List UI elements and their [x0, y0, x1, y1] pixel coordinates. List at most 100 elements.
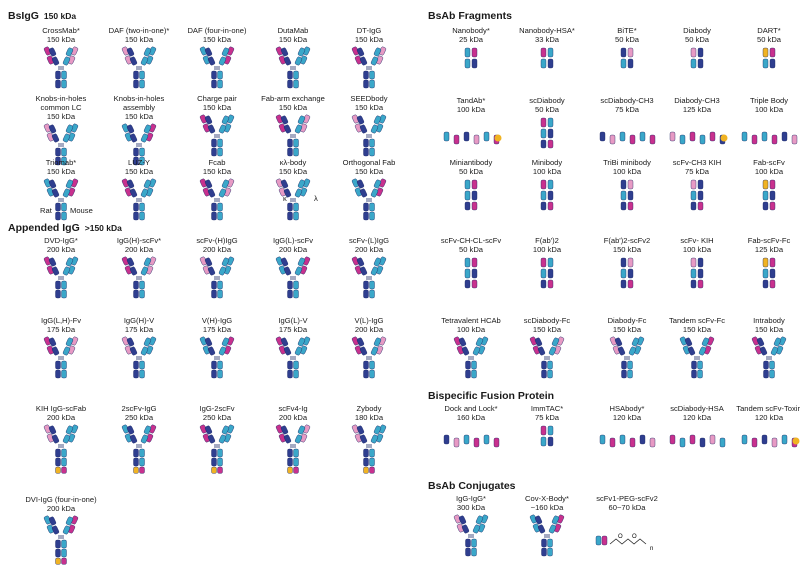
- format-cell: Diabody-CH3 125 kDa: [658, 96, 736, 161]
- format-cell: Diabody-Fc 150 kDa: [588, 316, 666, 397]
- format-name: DutaMab: [277, 26, 309, 35]
- format-name: Diabody-CH3: [674, 96, 720, 105]
- svg-text:O: O: [618, 534, 623, 540]
- format-kda: 200 kDa: [46, 504, 76, 513]
- antibody-glyph: [199, 178, 235, 221]
- format-cell: F(ab')2 100 kDa: [508, 236, 586, 313]
- format-name: Tandem scFv-Toxin: [736, 404, 800, 413]
- format-kda: 150 kDa: [124, 35, 154, 44]
- antibody-glyph: [453, 336, 489, 379]
- format-cell: scFv-(H)IgG 200 kDa: [178, 236, 256, 315]
- format-kda: 200 kDa: [124, 245, 154, 254]
- format-cell: scDiabody-HSA 120 kDa: [658, 404, 736, 459]
- antibody-glyph: [620, 257, 634, 289]
- antibody-glyph: [351, 424, 387, 474]
- format-kda: 200 kDa: [354, 325, 384, 334]
- format-cell: Cov-X-Body* ~160 kDa: [508, 494, 586, 575]
- antibody-glyph: [540, 257, 554, 289]
- format-cell: Knobs-in-holes common LC 150 kDa: [22, 94, 100, 178]
- format-kda: 200 kDa: [354, 245, 384, 254]
- format-cell: DVD-IgG* 200 kDa: [22, 236, 100, 315]
- format-name: common LC: [40, 103, 82, 112]
- format-name: IgG-2scFv: [199, 404, 235, 413]
- format-name: Triomab*: [45, 158, 77, 167]
- format-cell: IgG(H)-V 175 kDa: [100, 316, 178, 395]
- note-mouse: Mouse: [70, 206, 93, 215]
- antibody-glyph: [351, 114, 387, 157]
- format-cell: DT-IgG 150 kDa: [330, 26, 408, 101]
- format-kda: 125 kDa: [682, 105, 712, 114]
- format-cell: κλ-body 150 kDa: [254, 158, 332, 237]
- format-name: Charge pair: [197, 94, 237, 103]
- format-name: Triple Body: [749, 96, 789, 105]
- section-title-text: Bispecific Fusion Protein: [428, 390, 555, 402]
- format-cell: SEEDbody 150 kDa: [330, 94, 408, 169]
- format-cell: BiTE* 50 kDa: [588, 26, 666, 85]
- format-kda: 150 kDa: [612, 325, 642, 334]
- format-name: DAF (two-in-one)*: [108, 26, 170, 35]
- antibody-glyph: [741, 434, 800, 448]
- antibody-glyph: [275, 114, 311, 157]
- format-cell: Knobs-in-holes assembly 150 kDa: [100, 94, 178, 178]
- format-kda: 250 kDa: [124, 413, 154, 422]
- format-kda: 150 kDa: [354, 35, 384, 44]
- format-cell: 2scFv-IgG 250 kDa: [100, 404, 178, 487]
- format-name: Miniantibody: [449, 158, 493, 167]
- format-kda: 200 kDa: [46, 245, 76, 254]
- format-kda: 200 kDa: [278, 413, 308, 422]
- section-title-text: BsAb Fragments: [428, 10, 513, 22]
- format-name: assembly: [122, 103, 156, 112]
- antibody-glyph: [43, 178, 79, 221]
- format-name: TandAb*: [456, 96, 486, 105]
- format-name: scFv1-PEG-scFv2: [596, 494, 658, 503]
- section-title: BsAb Conjugates: [428, 480, 516, 492]
- format-name: Nanobody*: [452, 26, 490, 35]
- antibody-glyph: [275, 424, 311, 474]
- format-name: scFv4-Ig: [278, 404, 308, 413]
- format-name: Knobs-in-holes: [35, 94, 87, 103]
- antibody-glyph: [599, 434, 656, 448]
- format-kda: 150 kDa: [278, 167, 308, 176]
- format-name: IgG(L)-scFv: [272, 236, 314, 245]
- antibody-glyph: [529, 336, 565, 379]
- format-kda: ~160 kDa: [530, 503, 564, 512]
- format-cell: Fab-scFv 100 kDa: [730, 158, 800, 235]
- format-kda: 100 kDa: [682, 245, 712, 254]
- format-cell: LUZ-Y 150 kDa: [100, 158, 178, 237]
- format-kda: 100 kDa: [754, 167, 784, 176]
- format-name: IgG(H)-scFv*: [116, 236, 162, 245]
- antibody-glyph: [690, 47, 704, 69]
- format-name: Tandem scFv-Fc: [668, 316, 726, 325]
- format-cell: DutaMab 150 kDa: [254, 26, 332, 101]
- section-title: Bispecific Fusion Protein: [428, 390, 554, 402]
- format-cell: IgG(L,H)-Fv 175 kDa: [22, 316, 100, 395]
- format-kda: 200 kDa: [278, 245, 308, 254]
- antibody-glyph: [43, 256, 79, 299]
- format-name: KIH IgG-scFab: [35, 404, 87, 413]
- antibody-glyph: [690, 257, 704, 289]
- format-cell: DAF (four-in-one) 150 kDa: [178, 26, 256, 101]
- format-cell: Nanobody* 25 kDa: [432, 26, 510, 85]
- format-cell: Zybody 180 kDa: [330, 404, 408, 487]
- antibody-glyph: [529, 514, 565, 557]
- format-name: IgG(L)-V: [278, 316, 308, 325]
- antibody-glyph: [275, 256, 311, 299]
- format-name: scFv-CH3 KIH: [672, 158, 722, 167]
- format-kda: 50 kDa: [458, 245, 484, 254]
- format-name: SEEDbody: [350, 94, 388, 103]
- format-name: Fab-scFv: [753, 158, 785, 167]
- antibody-glyph: [762, 179, 776, 211]
- format-kda: 250 kDa: [202, 413, 232, 422]
- antibody-glyph: [351, 46, 387, 89]
- format-kda: 120 kDa: [682, 413, 712, 422]
- section-title-text: BsAb Conjugates: [428, 480, 516, 492]
- format-cell: HSAbody* 120 kDa: [588, 404, 666, 459]
- antibody-glyph: [351, 178, 387, 221]
- format-cell: Tandem scFv-Fc 150 kDa: [658, 316, 736, 397]
- format-kda: 75 kDa: [614, 105, 640, 114]
- format-name: V(H)-IgG: [201, 316, 233, 325]
- section-title: BsAb Fragments: [428, 10, 512, 22]
- format-cell: Nanobody-HSA* 33 kDa: [508, 26, 586, 85]
- format-cell: scFv4-Ig 200 kDa: [254, 404, 332, 487]
